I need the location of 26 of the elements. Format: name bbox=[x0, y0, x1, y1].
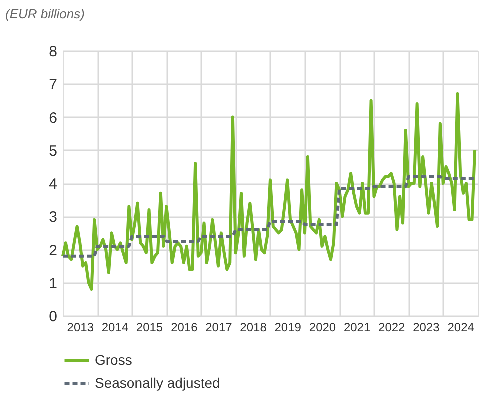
x-tick-label: 2021 bbox=[344, 320, 371, 334]
x-tick-label: 2013 bbox=[67, 320, 94, 334]
x-tick-label: 2020 bbox=[309, 320, 336, 334]
y-tick-label: 2 bbox=[49, 242, 58, 260]
line-series bbox=[62, 175, 477, 258]
y-tick-label: 6 bbox=[49, 110, 58, 127]
legend-label: Seasonally adjusted bbox=[95, 375, 220, 391]
x-tick-label: 2014 bbox=[102, 320, 129, 334]
y-tick-label: 4 bbox=[49, 176, 58, 193]
x-tick-label: 2024 bbox=[448, 320, 475, 334]
y-tick-label: 7 bbox=[49, 76, 58, 94]
y-tick-label: 1 bbox=[49, 275, 58, 292]
x-tick-label: 2018 bbox=[240, 320, 268, 334]
legend-label: Gross bbox=[95, 352, 132, 368]
x-tick-label: 2022 bbox=[378, 320, 406, 334]
x-tick-label: 2019 bbox=[274, 320, 302, 334]
y-tick-label: 0 bbox=[49, 308, 58, 326]
y-tick-label: 5 bbox=[49, 142, 58, 160]
y-tick-label: 3 bbox=[49, 209, 58, 226]
y-axis-title: (EUR billions) bbox=[6, 6, 85, 22]
x-tick-label: 2023 bbox=[413, 320, 440, 334]
line-series bbox=[62, 92, 477, 291]
x-tick-label: 2016 bbox=[171, 320, 198, 334]
x-tick-label: 2017 bbox=[206, 320, 233, 334]
x-tick-label: 2015 bbox=[136, 320, 164, 334]
y-tick-label: 8 bbox=[49, 44, 58, 60]
